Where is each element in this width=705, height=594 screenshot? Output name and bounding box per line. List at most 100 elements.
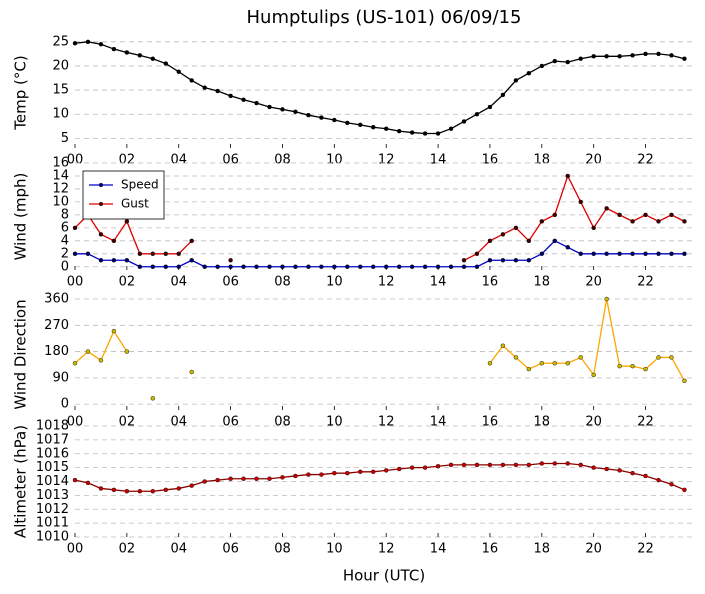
x-axis-label: Hour (UTC) [343,567,425,585]
data-point [189,238,194,244]
data-point [656,477,661,483]
data-point [552,361,557,366]
legend-label: Speed [121,178,159,192]
data-line [74,213,193,255]
x-tick-label: 06 [222,153,239,168]
x-tick-label: 20 [585,542,602,557]
x-tick-label: 20 [585,153,602,168]
data-line [489,298,686,382]
data-point [85,349,91,354]
data-point [474,264,480,269]
data-point [163,61,168,66]
data-point [526,366,532,372]
x-tick-label: 04 [170,542,187,557]
x-tick-label: 22 [637,153,654,168]
y-tick-label: 1018 [36,419,69,434]
data-point [384,468,389,473]
x-tick-label: 14 [430,415,447,430]
y-tick-label: 15 [52,83,69,98]
data-point [98,358,104,363]
data-point [384,126,389,131]
chart-title: Humptulips (US-101) 06/09/15 [247,7,522,28]
data-point [111,238,117,244]
y-axis-label: Wind (mph) [12,173,30,261]
data-point [604,54,609,59]
data-point [513,462,519,468]
x-tick-label: 22 [637,275,654,290]
data-point [578,251,583,256]
data-point [604,206,609,211]
data-point [319,115,324,120]
data-point [422,465,428,470]
data-point [474,112,480,117]
x-tick-label: 16 [482,153,499,168]
legend-marker [99,183,103,187]
data-point [500,258,506,263]
data-point [422,264,428,269]
data-point [306,472,311,477]
data-point [293,473,298,479]
data-point [150,396,156,401]
y-tick-label: 25 [52,34,69,49]
data-point [682,487,687,493]
x-tick-label: 02 [119,275,136,290]
data-point [591,225,596,231]
data-point [241,476,246,481]
data-point [384,264,389,269]
data-point [617,251,622,256]
data-point [371,264,376,269]
data-point [539,361,545,366]
data-point [617,468,622,473]
data-point [332,264,337,269]
data-point [241,97,246,102]
y-tick-label: 1017 [36,432,69,447]
data-point [630,251,635,256]
y-axis-label: Temp (°C) [12,55,30,130]
x-tick-label: 06 [222,542,239,557]
data-point [474,462,480,468]
x-tick-label: 00 [67,542,84,557]
data-point [85,251,91,256]
y-axis-label: Wind Direction [12,299,30,409]
x-tick-label: 12 [378,415,395,430]
x-tick-label: 16 [482,415,499,430]
data-point [409,264,415,269]
x-tick-label: 00 [67,153,84,168]
data-point [111,487,117,493]
data-point [526,70,532,76]
data-point [358,469,363,474]
data-point [293,264,298,269]
data-point [643,51,648,57]
data-point [435,264,441,269]
data-point [526,238,532,244]
data-point [669,482,674,487]
data-point [163,264,168,269]
data-point [241,264,246,269]
x-tick-label: 22 [637,542,654,557]
x-tick-label: 06 [222,415,239,430]
data-point [124,258,130,263]
y-tick-label: 1015 [36,460,69,475]
x-tick-label: 12 [378,542,395,557]
data-point [513,78,519,83]
data-point [461,462,467,468]
data-point [111,328,117,334]
data-point [72,41,78,46]
data-point [448,264,454,269]
data-point [137,251,143,256]
data-point [513,225,519,231]
x-tick-label: 18 [534,275,551,290]
data-point [409,130,415,135]
data-point [371,125,376,130]
x-tick-label: 14 [430,275,447,290]
data-point [72,361,78,366]
data-point [539,251,545,256]
x-tick-label: 18 [534,153,551,168]
data-point [474,251,480,256]
y-tick-label: 5 [61,131,69,146]
data-point [682,219,687,224]
x-tick-label: 12 [378,153,395,168]
x-tick-label: 14 [430,542,447,557]
data-point [332,117,337,123]
data-point [371,469,376,474]
